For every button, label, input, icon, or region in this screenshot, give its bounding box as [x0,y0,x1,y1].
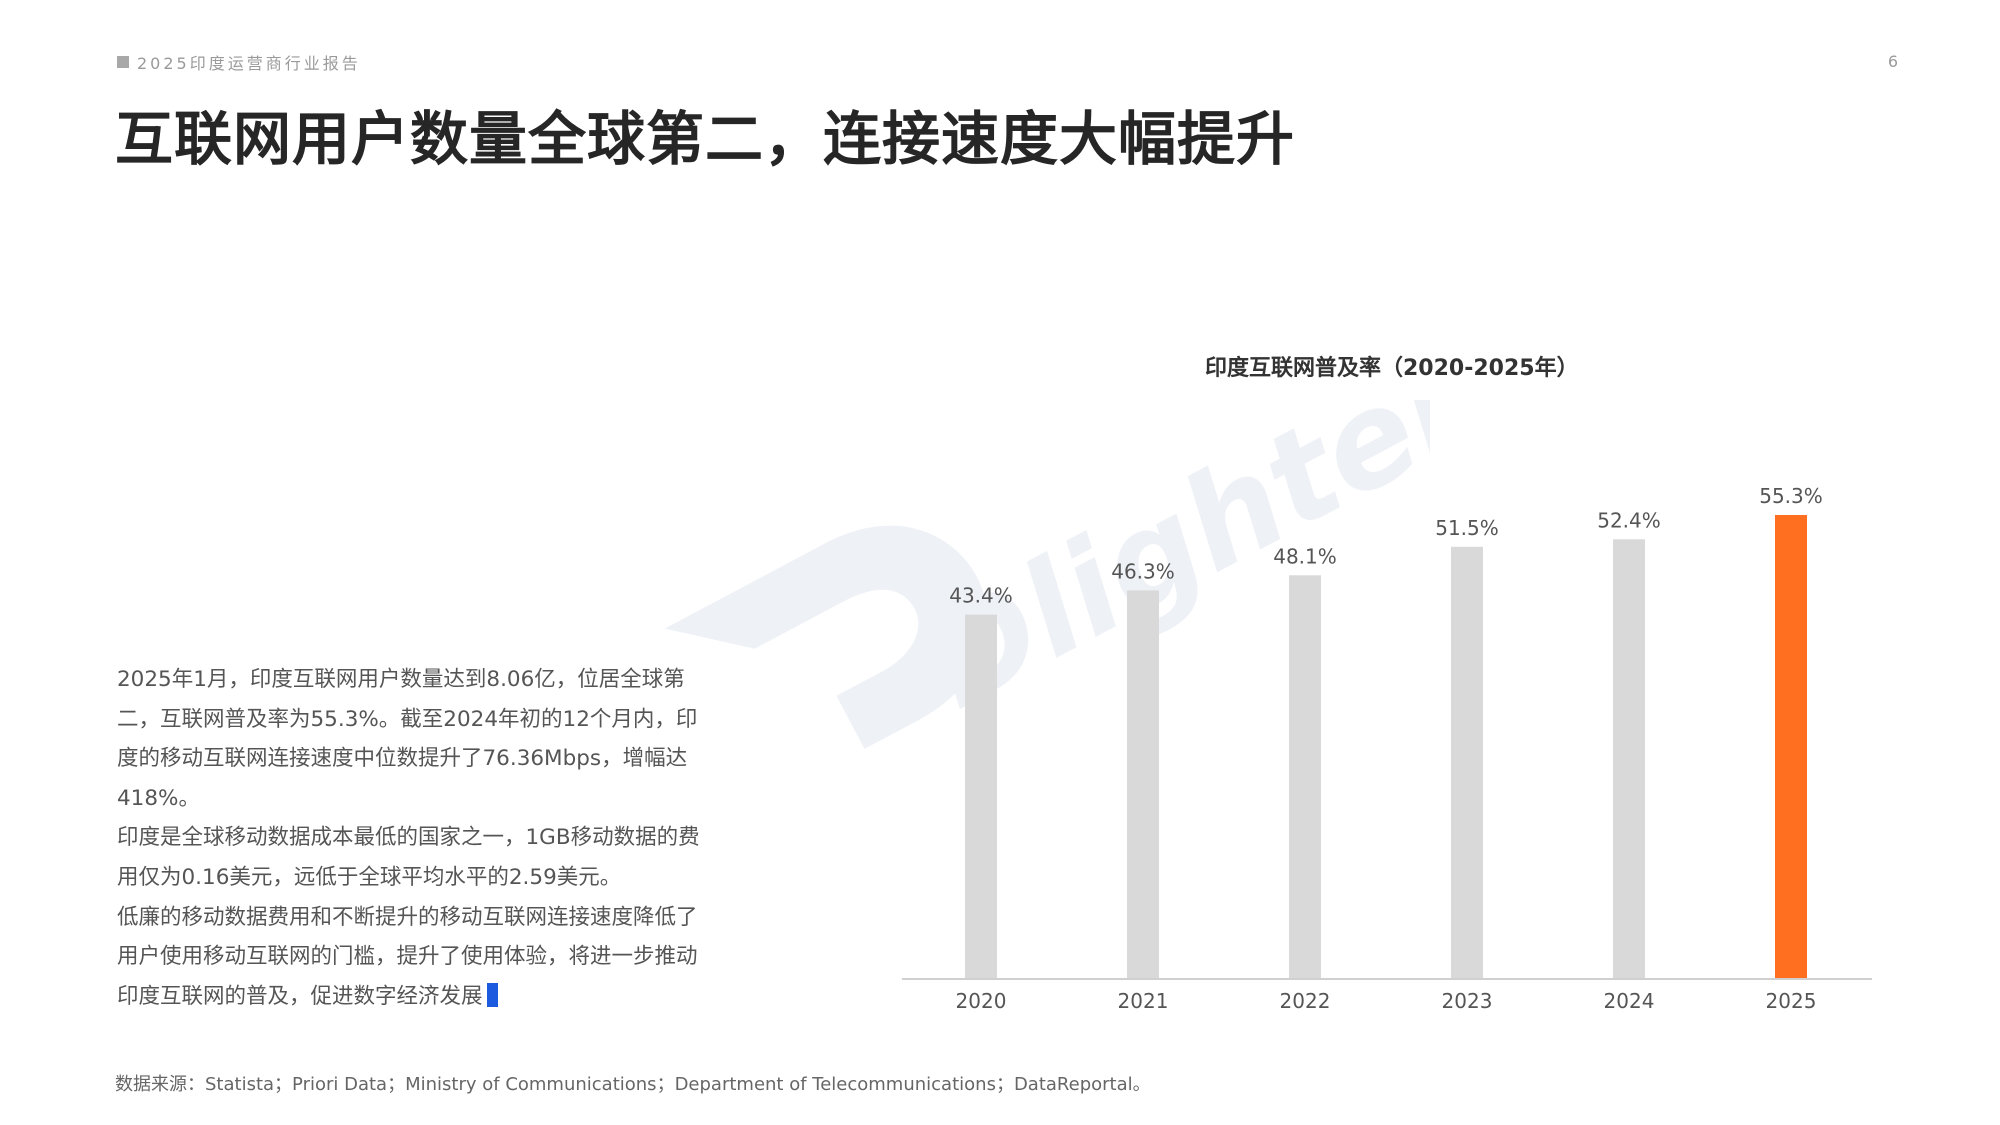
bar-2021 [1127,590,1159,978]
bar-2022 [1289,575,1321,978]
x-tick-label-2023: 2023 [1442,989,1493,1013]
data-label-2020: 43.4% [949,584,1013,608]
body-paragraph-3: 低廉的移动数据费用和不断提升的移动互联网连接速度降低了用户使用移动互联网的门槛，… [117,898,707,1017]
data-label-2024: 52.4% [1597,508,1661,532]
report-tag-text: 2025印度运营商行业报告 [137,54,361,73]
x-tick-label-2021: 2021 [1118,989,1169,1013]
data-label-2021: 46.3% [1111,559,1175,583]
x-tick-label-2022: 2022 [1280,989,1331,1013]
text-cursor-icon [486,982,498,1007]
page-number: 6 [1887,52,1898,71]
body-paragraph-1: 2025年1月，印度互联网用户数量达到8.06亿，位居全球第二，互联网普及率为5… [117,667,698,811]
x-tick-label-2025: 2025 [1766,989,1817,1013]
tag-square-icon [117,56,129,68]
x-tick-label-2020: 2020 [956,989,1007,1013]
data-label-2023: 51.5% [1435,516,1499,540]
body-paragraph-2: 印度是全球移动数据成本最低的国家之一，1GB移动数据的费用仅为0.16美元，远低… [117,825,700,890]
bar-2025 [1775,515,1807,978]
bar-2020 [965,614,997,978]
page-title: 互联网用户数量全球第二，连接速度大幅提升 [115,105,1296,173]
body-paragraph-3-text: 低廉的移动数据费用和不断提升的移动互联网连接速度降低了用户使用移动互联网的门槛，… [117,904,698,1009]
x-tick-label-2024: 2024 [1604,989,1655,1013]
chart-title: 印度互联网普及率（2020-2025年） [1205,356,1579,381]
body-text: 2025年1月，印度互联网用户数量达到8.06亿，位居全球第二，互联网普及率为5… [117,660,707,1016]
report-tag: 2025印度运营商行业报告 [117,50,361,74]
data-label-2022: 48.1% [1273,544,1337,568]
data-label-2025: 55.3% [1759,484,1823,508]
data-source: 数据来源：Statista；Priori Data；Ministry of Co… [115,1074,1151,1095]
bar-2024 [1613,539,1645,978]
bar-2023 [1451,546,1483,978]
